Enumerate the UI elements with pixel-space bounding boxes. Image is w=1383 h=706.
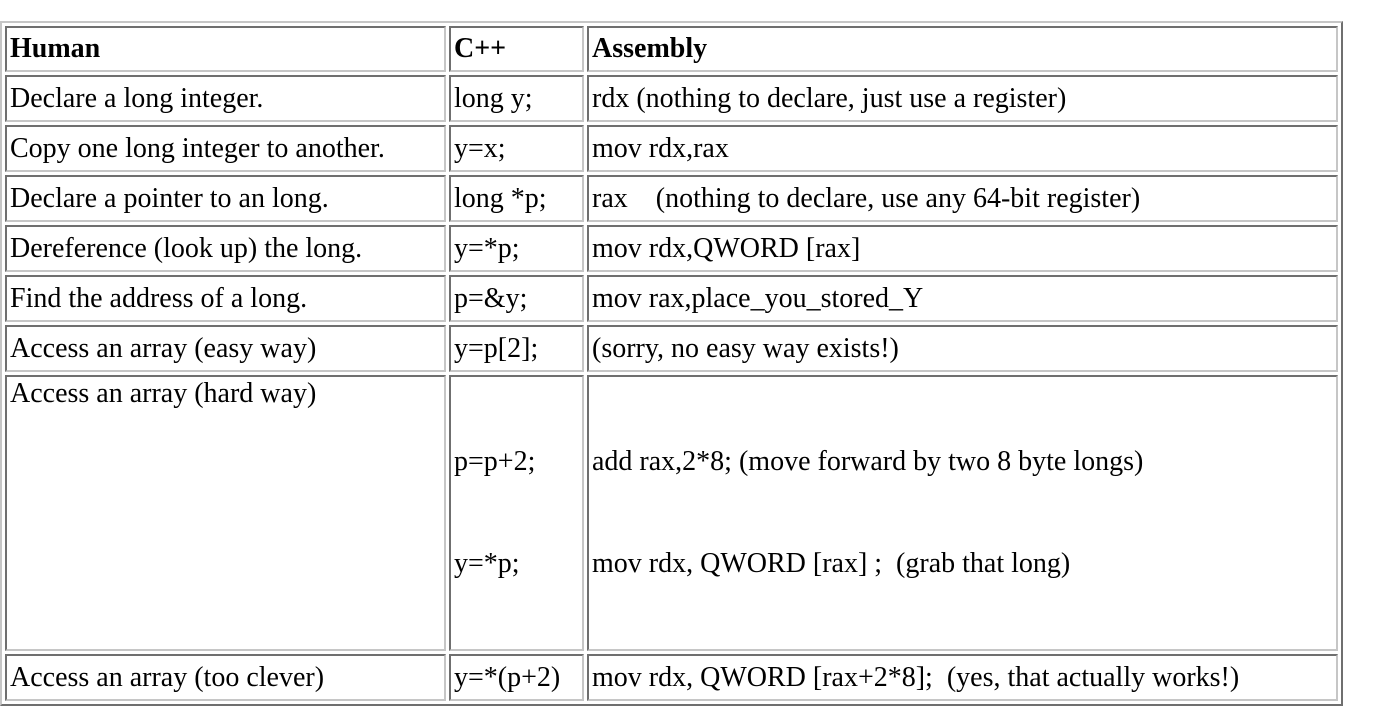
table-row: Declare a pointer to an long. long *p; r… — [5, 175, 1338, 222]
code-line: (sorry, no easy way exists!) — [592, 332, 899, 364]
code-line: y=p[2]; — [454, 332, 539, 364]
table-row: Access an array (hard way) p=p+2; y=*p; … — [5, 375, 1338, 651]
cell-assembly: mov rax,place_you_stored_Y — [587, 275, 1338, 322]
cell-human: Find the address of a long. — [5, 275, 446, 322]
cell-assembly: rax (nothing to declare, use any 64-bit … — [587, 175, 1338, 222]
code-line: rax (nothing to declare, use any 64-bit … — [592, 182, 1141, 214]
table-row: Access an array (easy way) y=p[2]; (sorr… — [5, 325, 1338, 372]
header-assembly: Assembly — [587, 26, 1338, 72]
comparison-table-container: Human C++ Assembly Declare a long intege… — [0, 21, 1343, 706]
cell-human: Access an array (hard way) — [5, 375, 446, 651]
code-line: long *p; — [454, 182, 547, 214]
code-line: mov rdx,QWORD [rax] — [592, 232, 861, 264]
cell-human: Copy one long integer to another. — [5, 125, 446, 172]
cell-human: Access an array (too clever) — [5, 654, 446, 701]
code-line: y=*(p+2) — [454, 661, 561, 693]
code-line: add rax,2*8; (move forward by two 8 byte… — [592, 446, 1144, 477]
code-line: y=x; — [454, 132, 506, 164]
cell-cpp: y=x; — [449, 125, 584, 172]
cell-cpp: long y; — [449, 75, 584, 122]
code-line: mov rax,place_you_stored_Y — [592, 282, 924, 314]
cell-assembly: add rax,2*8; (move forward by two 8 byte… — [587, 375, 1338, 651]
cell-human: Declare a pointer to an long. — [5, 175, 446, 222]
cell-cpp: p=&y; — [449, 275, 584, 322]
cell-assembly: mov rdx,QWORD [rax] — [587, 225, 1338, 272]
cell-human: Access an array (easy way) — [5, 325, 446, 372]
table-header-row: Human C++ Assembly — [5, 26, 1338, 72]
cell-assembly: (sorry, no easy way exists!) — [587, 325, 1338, 372]
cell-human: Declare a long integer. — [5, 75, 446, 122]
code-line: p=p+2; — [454, 446, 536, 477]
code-line: mov rdx, QWORD [rax+2*8]; (yes, that act… — [592, 661, 1240, 693]
cell-cpp: long *p; — [449, 175, 584, 222]
cell-assembly: mov rdx,rax — [587, 125, 1338, 172]
table-row: Find the address of a long. p=&y; mov ra… — [5, 275, 1338, 322]
cell-human: Dereference (look up) the long. — [5, 225, 446, 272]
cell-cpp: p=p+2; y=*p; — [449, 375, 584, 651]
code-line: mov rdx,rax — [592, 132, 729, 164]
code-line: mov rdx, QWORD [rax] ; (grab that long) — [592, 548, 1071, 579]
table-row: Access an array (too clever) y=*(p+2) mo… — [5, 654, 1338, 701]
table-row: Declare a long integer. long y; rdx (not… — [5, 75, 1338, 122]
code-line: y=*p; — [454, 232, 520, 264]
cell-cpp: y=*(p+2) — [449, 654, 584, 701]
code-line: y=*p; — [454, 548, 520, 579]
code-line: long y; — [454, 82, 533, 114]
comparison-table: Human C++ Assembly Declare a long intege… — [0, 21, 1343, 706]
cell-assembly: rdx (nothing to declare, just use a regi… — [587, 75, 1338, 122]
table-row: Dereference (look up) the long. y=*p; mo… — [5, 225, 1338, 272]
cell-cpp: y=*p; — [449, 225, 584, 272]
table-row: Copy one long integer to another. y=x; m… — [5, 125, 1338, 172]
header-cpp: C++ — [449, 26, 584, 72]
header-human: Human — [5, 26, 446, 72]
code-line: p=&y; — [454, 282, 528, 314]
cell-assembly: mov rdx, QWORD [rax+2*8]; (yes, that act… — [587, 654, 1338, 701]
cell-cpp: y=p[2]; — [449, 325, 584, 372]
code-line: rdx (nothing to declare, just use a regi… — [592, 82, 1067, 114]
